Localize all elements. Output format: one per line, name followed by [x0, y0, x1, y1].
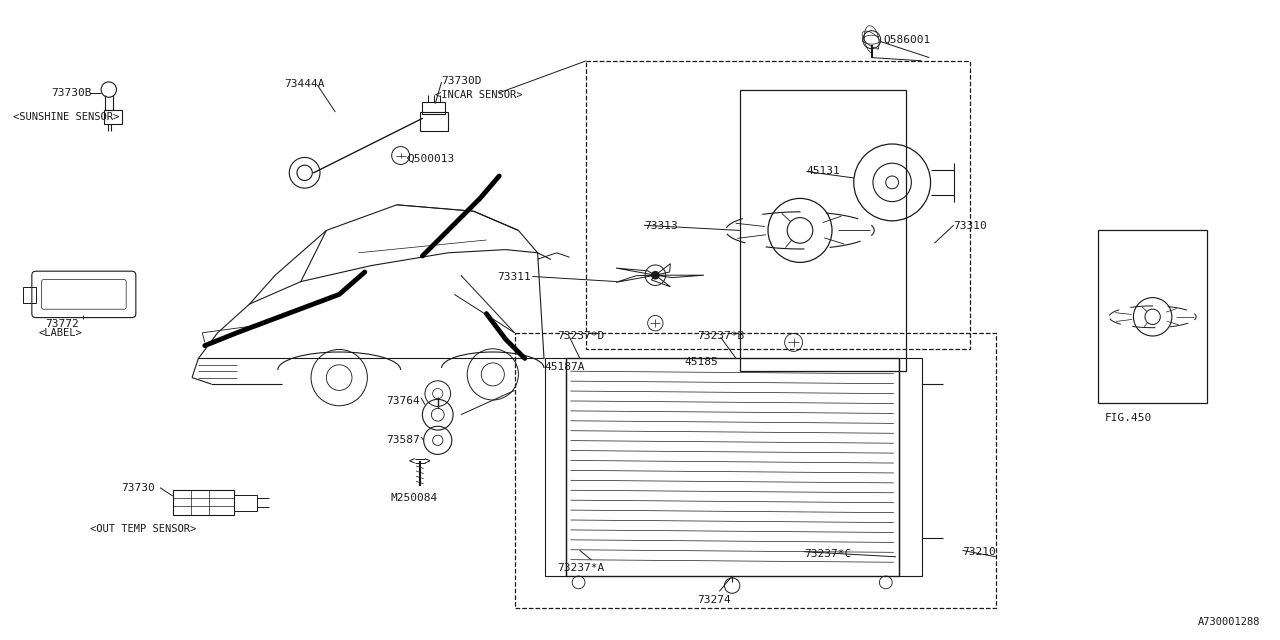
Bar	[104, 110, 122, 124]
Text: 73587: 73587	[387, 435, 420, 445]
Bar	[420, 112, 448, 131]
Text: 73730B: 73730B	[51, 88, 92, 98]
Bar	[515, 333, 996, 608]
Circle shape	[652, 271, 659, 279]
Text: <SUNSHINE SENSOR>: <SUNSHINE SENSOR>	[13, 112, 119, 122]
Text: <INCAR SENSOR>: <INCAR SENSOR>	[435, 90, 522, 100]
Text: 73237*B: 73237*B	[698, 331, 745, 341]
Text: 45185: 45185	[685, 357, 718, 367]
Text: 73730D: 73730D	[442, 76, 483, 86]
Text: 73444A: 73444A	[284, 79, 325, 89]
Text: 73772: 73772	[45, 319, 78, 329]
Text: <OUT TEMP SENSOR>: <OUT TEMP SENSOR>	[90, 524, 196, 534]
Text: 73730: 73730	[122, 483, 155, 493]
Text: 73311: 73311	[498, 272, 531, 282]
Bar	[234, 495, 257, 511]
Bar	[23, 287, 36, 303]
Text: Q500013: Q500013	[407, 154, 454, 164]
Text: 73274: 73274	[698, 595, 731, 605]
Text: 73237*C: 73237*C	[804, 549, 851, 559]
Bar	[899, 358, 922, 576]
Text: 73310: 73310	[954, 221, 987, 231]
Text: 45187A: 45187A	[544, 362, 585, 372]
Text: 73237*A: 73237*A	[557, 563, 604, 573]
Text: M250084: M250084	[390, 493, 438, 503]
Bar	[1098, 230, 1207, 403]
Bar	[545, 358, 566, 576]
Text: A730001288: A730001288	[1198, 617, 1261, 627]
Text: 73210: 73210	[963, 547, 996, 557]
Text: <LABEL>: <LABEL>	[38, 328, 82, 338]
Bar	[422, 102, 445, 114]
Text: 73313: 73313	[644, 221, 677, 231]
Text: Q586001: Q586001	[883, 35, 931, 45]
Bar	[566, 358, 899, 576]
Text: 73764: 73764	[387, 396, 420, 406]
Text: 73237*D: 73237*D	[557, 331, 604, 341]
Bar	[586, 61, 970, 349]
Bar	[173, 490, 234, 515]
Text: FIG.450: FIG.450	[1105, 413, 1152, 423]
Text: 45131: 45131	[806, 166, 840, 177]
Bar	[740, 90, 906, 371]
